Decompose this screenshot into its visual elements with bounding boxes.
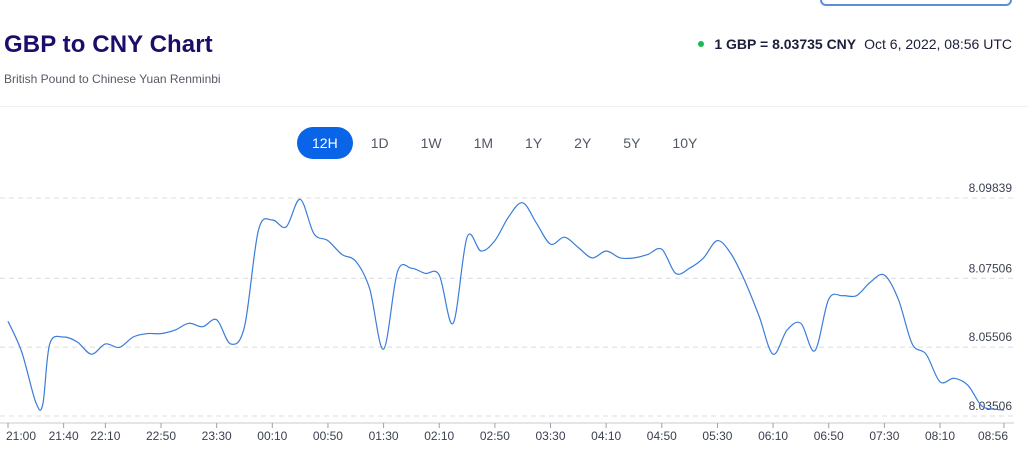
tab-5y[interactable]: 5Y xyxy=(623,135,641,151)
x-tick-label: 01:30 xyxy=(369,429,399,443)
x-tick-label: 06:10 xyxy=(758,429,788,443)
x-tick-label: 08:56 xyxy=(978,429,1008,443)
x-tick-label: 05:30 xyxy=(702,429,732,443)
tab-1w[interactable]: 1W xyxy=(420,135,442,151)
tab-1d[interactable]: 1D xyxy=(370,135,389,151)
y-tick-label: 8.03506 xyxy=(969,399,1013,413)
x-tick-label: 07:30 xyxy=(869,429,899,443)
rate-value: 1 GBP = 8.03735 CNY xyxy=(714,36,857,52)
page-title: GBP to CNY Chart xyxy=(4,31,213,58)
y-tick-label: 8.07506 xyxy=(969,261,1013,275)
tab-1m[interactable]: 1M xyxy=(473,135,494,151)
x-tick-label: 08:10 xyxy=(925,429,955,443)
tab-1y[interactable]: 1Y xyxy=(525,135,543,151)
y-tick-label: 8.09839 xyxy=(969,181,1013,195)
x-tick-label: 03:30 xyxy=(535,429,565,443)
tab-2y[interactable]: 2Y xyxy=(574,135,592,151)
x-tick-label: 22:10 xyxy=(90,429,120,443)
live-rate: 1 GBP = 8.03735 CNY Oct 6, 2022, 08:56 U… xyxy=(698,36,1012,52)
y-tick-label: 8.05506 xyxy=(969,330,1013,344)
header-divider xyxy=(0,106,1028,107)
series-line xyxy=(7,198,1005,411)
currency-selector-edge[interactable] xyxy=(820,0,1012,6)
range-tabs: 12H 1D 1W 1M 1Y 2Y 5Y 10Y xyxy=(297,127,715,159)
rate-line-chart[interactable]: 8.09839 8.07506 8.05506 8.03506 21:00 21:40 22… xyxy=(0,170,1028,470)
x-tick-label: 02:50 xyxy=(480,429,510,443)
x-tick-label: 00:50 xyxy=(313,429,343,443)
rate-timestamp: Oct 6, 2022, 08:56 UTC xyxy=(864,36,1012,52)
x-tick-label: 06:50 xyxy=(814,429,844,443)
x-tick-label: 23:30 xyxy=(202,429,232,443)
x-tick-label: 22:50 xyxy=(146,429,176,443)
tab-12h[interactable]: 12H xyxy=(297,127,353,159)
live-status-dot-icon xyxy=(698,41,705,47)
x-tick-label: 21:40 xyxy=(49,429,79,443)
x-tick-label: 21:00 xyxy=(6,429,36,443)
x-tick-label: 00:10 xyxy=(257,429,287,443)
x-tick-label: 02:10 xyxy=(424,429,454,443)
x-tick-label: 04:50 xyxy=(647,429,677,443)
tab-10y[interactable]: 10Y xyxy=(672,135,698,151)
x-tick-label: 04:10 xyxy=(591,429,621,443)
page-subtitle: British Pound to Chinese Yuan Renminbi xyxy=(4,72,221,86)
